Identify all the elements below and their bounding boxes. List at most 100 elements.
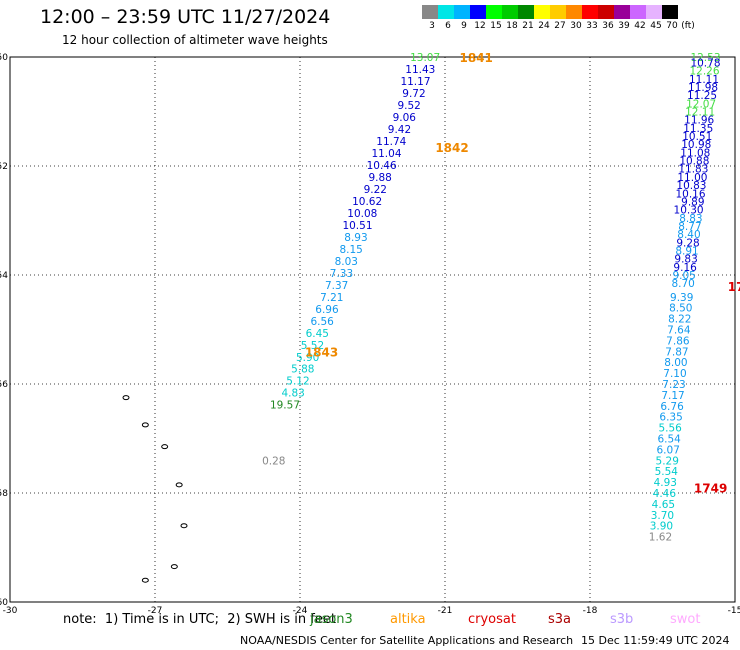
x-tick-label: -18 [583, 606, 598, 616]
legend-label: 45 [650, 21, 662, 31]
wave-height-label-track1: 9.42 [388, 124, 411, 136]
wave-height-label-track1: 6.56 [310, 316, 334, 328]
legend-swatch [630, 5, 646, 19]
footer-note: note: 1) Time is in UTC; 2) SWH is in fe… [63, 612, 336, 627]
wave-height-label-track1: 10.51 [342, 220, 372, 232]
wave-height-label-track2: 10.88 [679, 156, 709, 168]
legend-label: 3 [429, 21, 435, 31]
wave-height-label-track2: 12.07 [686, 98, 716, 110]
wave-height-label-track2: 7.10 [663, 368, 686, 380]
wave-height-label-track1: 6.96 [315, 304, 339, 316]
wave-height-label-track1: 5.12 [286, 376, 309, 388]
wave-height-label-track2: 10.78 [690, 57, 720, 69]
island-outline [170, 564, 178, 570]
x-tick-label: -30 [3, 606, 18, 616]
wave-height-label-track2: 10.30 [674, 205, 704, 217]
wave-height-label-track1: 5.52 [301, 340, 324, 352]
satellite-s3b: s3b [610, 612, 634, 627]
wave-height-label-track2: 5.56 [658, 423, 682, 435]
time-label: 1749 [694, 482, 727, 496]
satellite-jason3: jason3 [310, 612, 353, 627]
legend-swatch [470, 5, 486, 19]
wave-height-label-track2: 8.83 [679, 213, 702, 225]
y-tick-label: -58 [0, 489, 8, 499]
wave-height-label-track1: 8.93 [344, 232, 367, 244]
wave-height-label-track2: 5.29 [656, 455, 679, 467]
wave-height-label-track1: 19.57 [270, 400, 300, 412]
legend-swatch [550, 5, 566, 19]
time-label: 1841 [460, 51, 493, 65]
legend-swatch [566, 5, 582, 19]
wave-height-label-track1: 10.62 [352, 196, 382, 208]
wave-height-label-track2: 10.83 [676, 180, 706, 192]
wave-height-label-track1: 10.08 [347, 208, 377, 220]
wave-height-label-track2: 7.86 [666, 335, 690, 347]
legend-label: 6 [445, 21, 451, 31]
legend-swatch [518, 5, 534, 19]
island-outline [141, 422, 149, 428]
satellite-cryosat: cryosat [468, 612, 516, 627]
wave-height-label-track1: 4.83 [281, 388, 304, 400]
wave-height-label-track2: 4.46 [653, 488, 677, 500]
wave-height-label-track1: 9.06 [393, 112, 417, 124]
wave-height-label-track1: 9.22 [364, 184, 387, 196]
x-tick-label: -15 [728, 606, 740, 616]
wave-height-label-track2: 9.05 [672, 270, 695, 282]
page-subtitle: 12 hour collection of altimeter wave hei… [62, 33, 328, 47]
wave-height-label-track2: 6.35 [659, 412, 682, 424]
legend-label: 12 [474, 21, 486, 31]
wave-height-label-track2: 8.50 [669, 303, 692, 315]
wave-height-label-track1: 10.46 [367, 160, 397, 172]
legend-label: (ft) [681, 21, 695, 31]
legend-swatch [454, 5, 470, 19]
wave-height-label-track2: 8.70 [671, 278, 694, 290]
wave-height-label-track2: 9.89 [681, 196, 704, 208]
wave-height-label-track2: 9.16 [673, 262, 697, 274]
y-tick-label: -50 [0, 53, 8, 63]
wave-height-label-track1: 9.52 [397, 100, 420, 112]
wave-height-label-track2: 11.25 [687, 90, 717, 102]
wave-height-label-track1: 11.43 [405, 64, 435, 76]
legend-swatch [422, 5, 438, 19]
wave-height-label-track2: 10.51 [682, 131, 712, 143]
wave-height-label-track1: 13.07 [410, 52, 440, 64]
wave-height-label-track2: 12.11 [685, 107, 715, 119]
legend-swatch [486, 5, 502, 19]
x-tick-label: -27 [148, 606, 163, 616]
time-label: 1748 [728, 280, 740, 294]
wave-height-label-track1: 6.45 [306, 328, 329, 340]
wave-height-label-track2: 8.77 [678, 221, 701, 233]
wave-height-label-track2: 11.96 [684, 115, 714, 127]
legend-label: 36 [602, 21, 614, 31]
time-label: 1842 [435, 141, 468, 155]
legend-swatch [582, 5, 598, 19]
legend-label: 70 [666, 21, 678, 31]
wave-height-label-track2: 11.83 [678, 164, 708, 176]
wave-height-label-track1: 8.15 [339, 244, 362, 256]
wave-height-label-track2: 11.35 [683, 123, 713, 135]
legend-swatch [662, 5, 678, 19]
island-outline [122, 395, 130, 401]
legend-label: 33 [586, 21, 598, 31]
legend-label: 24 [538, 21, 550, 31]
island-outline [161, 444, 169, 450]
wave-height-label-track2: 12.53 [690, 52, 720, 64]
wave-height-label-track1: 5.90 [296, 352, 319, 364]
time-label: 1843 [305, 345, 338, 359]
wave-height-label-track2: 3.90 [650, 521, 673, 533]
plot-frame [9, 56, 736, 603]
wave-height-label-track2: 8.40 [677, 229, 700, 241]
wave-height-label-track2: 9.83 [674, 254, 697, 266]
legend-swatch [438, 5, 454, 19]
island-outline [175, 482, 183, 488]
satellite-s3a: s3a [548, 612, 572, 627]
wave-height-label-track2: 11.11 [689, 74, 719, 86]
legend-label: 30 [570, 21, 582, 31]
wave-height-label-track2: 11.00 [677, 172, 707, 184]
legend-label: 39 [618, 21, 630, 31]
y-tick-label: -54 [0, 271, 8, 281]
wave-height-label-track2: 7.64 [667, 325, 691, 337]
wave-height-label-track1: 7.21 [320, 292, 343, 304]
